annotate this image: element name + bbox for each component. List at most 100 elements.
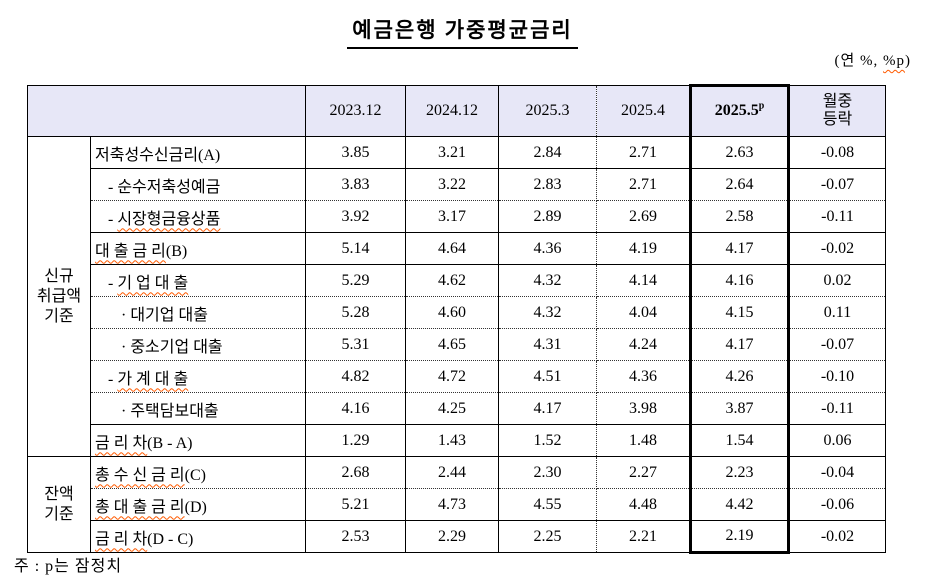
value-cell: -0.04 (788, 456, 886, 489)
value-cell: 3.87 (689, 392, 790, 425)
value-cell: 1.29 (305, 424, 406, 457)
value-cell: 2.89 (498, 200, 597, 233)
value-cell: 1.52 (498, 424, 597, 457)
row-label-suffix: (C) (184, 466, 206, 484)
row-label-text: 저축성수신금리 (95, 146, 199, 164)
table-body: 신규 취급액 기준 저축성수신금리(A) 3.85 3.21 2.84 2.71 2.63-… (27, 136, 886, 554)
value-cell: 4.31 (498, 328, 597, 361)
column-header: 2025.4 (596, 85, 691, 137)
value-cell: 2.44 (405, 456, 499, 489)
column-header: 2025.3 (498, 85, 597, 137)
value-cell: 3.17 (405, 200, 499, 233)
row-label-text: 대기업 대출 (130, 306, 208, 324)
group-label: 잔액 기준 (27, 456, 91, 553)
table-row: 총 대 출 금 리(D) 5.21 4.73 4.55 4.48 4.42 -0.06 (28, 488, 886, 521)
value-cell: 4.24 (596, 328, 691, 361)
value-cell: 4.48 (596, 488, 691, 521)
value-cell: 4.17 (689, 328, 790, 361)
row-label-text: 금 리 차 (95, 434, 148, 452)
value-cell: 2.27 (596, 456, 691, 489)
row-label-suffix: (D - C) (147, 530, 194, 548)
value-cell: 4.51 (498, 360, 597, 393)
table-row: 대 출 금 리(B) 5.14 4.64 4.36 4.19 4.17 -0.02 (28, 232, 886, 265)
header-row: 2023.12 2024.12 2025.3 2025.4 2025.5p 월중 등락 (27, 84, 886, 137)
value-cell: 3.83 (305, 168, 406, 201)
table-row: · 대기업 대출 5.28 4.60 4.32 4.04 4.15 0.11 (28, 296, 886, 329)
row-label-bullet: - (108, 274, 118, 292)
unit-text-close: ) (905, 53, 911, 69)
page-title-row: 예금은행 가중평균금리 (0, 14, 925, 49)
value-cell: 2.53 (305, 520, 406, 553)
table-row: - 기 업 대 출 5.29 4.62 4.32 4.14 4.16 0.02 (28, 264, 886, 297)
row-label: - 기 업 대 출 (90, 264, 306, 297)
value-cell: 2.83 (498, 168, 597, 201)
value-cell: 2.21 (629, 527, 657, 545)
table-row: - 순수저축성예금 3.83 3.22 2.83 2.71 2.64 -0.07 (28, 168, 886, 201)
value-cell: 4.36 (596, 360, 691, 393)
value-cell: 2.29 (405, 520, 499, 553)
row-label-bullet: - (108, 178, 118, 196)
value-cell: 2.71 (596, 168, 691, 201)
table-row: 잔액 기준 총 수 신 금 리(C) 2.68 2.44 2.30 2.27 2.23 -0.… (27, 456, 886, 553)
row-label-text: 총 수 신 금 리 (95, 466, 185, 484)
value-cell: 4.15 (689, 296, 790, 329)
value-cell: -0.07 (788, 168, 886, 201)
unit-annotation: (연 %, %p) (834, 49, 911, 70)
row-label-suffix: (B) (165, 242, 188, 260)
value-cell: 2.68 (305, 456, 406, 489)
row-label-text: 기 업 대 출 (117, 274, 189, 292)
value-cell: -0.08 (788, 136, 886, 169)
row-label-bullet: - (108, 210, 118, 228)
rates-table: 2023.12 2024.12 2025.3 2025.4 2025.5p 월중 등락 신… (27, 84, 886, 554)
row-label-text: 대 출 금 리 (95, 242, 166, 260)
row-label: - 순수저축성예금 (90, 168, 306, 201)
row-label-text: 시장형금융상품 (117, 210, 221, 228)
column-header: 2024.12 (405, 85, 499, 137)
column-header: 2025.5p (689, 84, 790, 137)
value-cell: 3.85 (305, 136, 406, 169)
value-cell: 5.29 (305, 264, 406, 297)
table-row: - 시장형금융상품 3.92 3.17 2.89 2.69 2.58 -0.11 (28, 200, 886, 233)
row-label: 금 리 차(D - C) (90, 520, 306, 553)
value-cell: 4.72 (405, 360, 499, 393)
value-cell: 3.98 (596, 392, 691, 425)
value-cell: 1.43 (405, 424, 499, 457)
table-row: 금 리 차(D - C) 2.53 2.29 2.25 2.21 2.19 -0.02 (28, 520, 886, 554)
value-cell: 4.17 (689, 232, 790, 265)
table-row: · 중소기업 대출 5.31 4.65 4.31 4.24 4.17 -0.07 (28, 328, 886, 361)
row-label: · 주택담보대출 (90, 392, 306, 425)
value-cell: 4.16 (305, 392, 406, 425)
row-label: 대 출 금 리(B) (90, 232, 306, 265)
row-label: 금 리 차(B - A) (90, 424, 306, 457)
value-cell: 1.54 (689, 424, 790, 457)
value-cell: 2.63 (689, 136, 790, 169)
row-label-suffix: (D) (184, 498, 207, 516)
value-cell: 4.17 (498, 392, 597, 425)
unit-text: (연 %, (834, 53, 883, 69)
value-cell: 4.55 (498, 488, 597, 521)
value-cell: 0.11 (788, 296, 886, 329)
value-cell: -0.11 (788, 392, 886, 425)
value-cell: 4.14 (596, 264, 691, 297)
value-cell: -0.10 (788, 360, 886, 393)
value-cell: 5.21 (305, 488, 406, 521)
value-cell: -0.02 (820, 527, 855, 545)
unit-text-wavy: %p (883, 53, 905, 69)
row-label: - 가 계 대 출 (90, 360, 306, 393)
column-header: 월중 등락 (788, 85, 886, 137)
value-cell: 5.14 (305, 232, 406, 265)
value-cell: 5.31 (305, 328, 406, 361)
value-cell: 4.42 (689, 488, 790, 521)
row-label-text: 순수저축성예금 (117, 178, 221, 196)
row-label-text: 총 대 출 금 리 (95, 498, 185, 516)
value-cell: 4.82 (305, 360, 406, 393)
value-cell: 4.04 (596, 296, 691, 329)
value-cell: 2.30 (498, 456, 597, 489)
value-cell: 2.23 (689, 456, 790, 489)
row-label: · 중소기업 대출 (90, 328, 306, 361)
value-cell: 4.62 (405, 264, 499, 297)
value-cell: 2.69 (596, 200, 691, 233)
value-cell: 4.26 (689, 360, 790, 393)
page-title: 예금은행 가중평균금리 (347, 14, 578, 49)
row-label: 총 수 신 금 리(C) (90, 456, 306, 489)
